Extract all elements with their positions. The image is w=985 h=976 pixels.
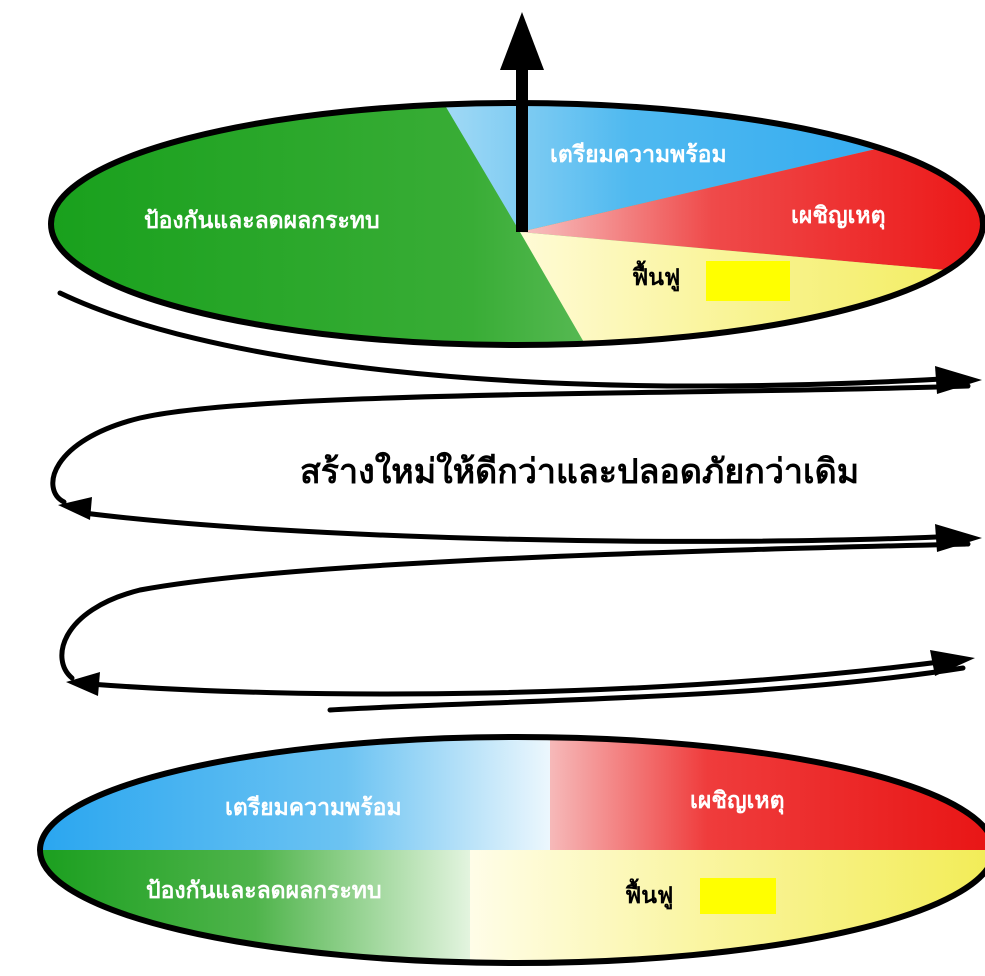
bottom-recovery-label: ฟื้นฟู [625,878,674,910]
right-arrowhead-3 [930,650,975,676]
left-arrowhead-2 [66,672,100,696]
bottom-recovery-highlight [700,878,776,914]
top-recovery-label: ฟื้นฟู [632,260,681,292]
top-disc: เตรียมความพร้อม เผชิญเหตุ ฟื้นฟู ป้องกัน… [48,12,985,348]
spiral-arrowheads [58,366,982,696]
spiral-path [50,290,971,713]
top-recovery-highlight [706,261,790,301]
bottom-prevention-label: ป้องกันและลดผลกระทบ [146,877,382,904]
top-response-label: เผชิญเหตุ [791,202,886,230]
bottom-disc-outline [37,734,985,966]
left-arrowhead-1 [58,497,92,520]
top-response-sector [520,140,983,275]
up-arrow-icon [500,12,544,232]
bottom-response-label: เผชิญเหตุ [690,787,785,815]
build-back-better-caption: สร้างใหม่ให้ดีกว่าและปลอดภัยกว่าเดิม [300,451,859,492]
top-preparedness-label: เตรียมความพร้อม [550,141,727,168]
right-arrowhead-2 [935,524,982,552]
top-prevention-label: ป้องกันและลดผลกระทบ [144,207,380,234]
bottom-disc: เตรียมความพร้อม เผชิญเหตุ ป้องกันและลดผล… [37,734,985,966]
right-arrowhead-1 [935,366,982,394]
bottom-preparedness-label: เตรียมความพร้อม [225,794,402,821]
